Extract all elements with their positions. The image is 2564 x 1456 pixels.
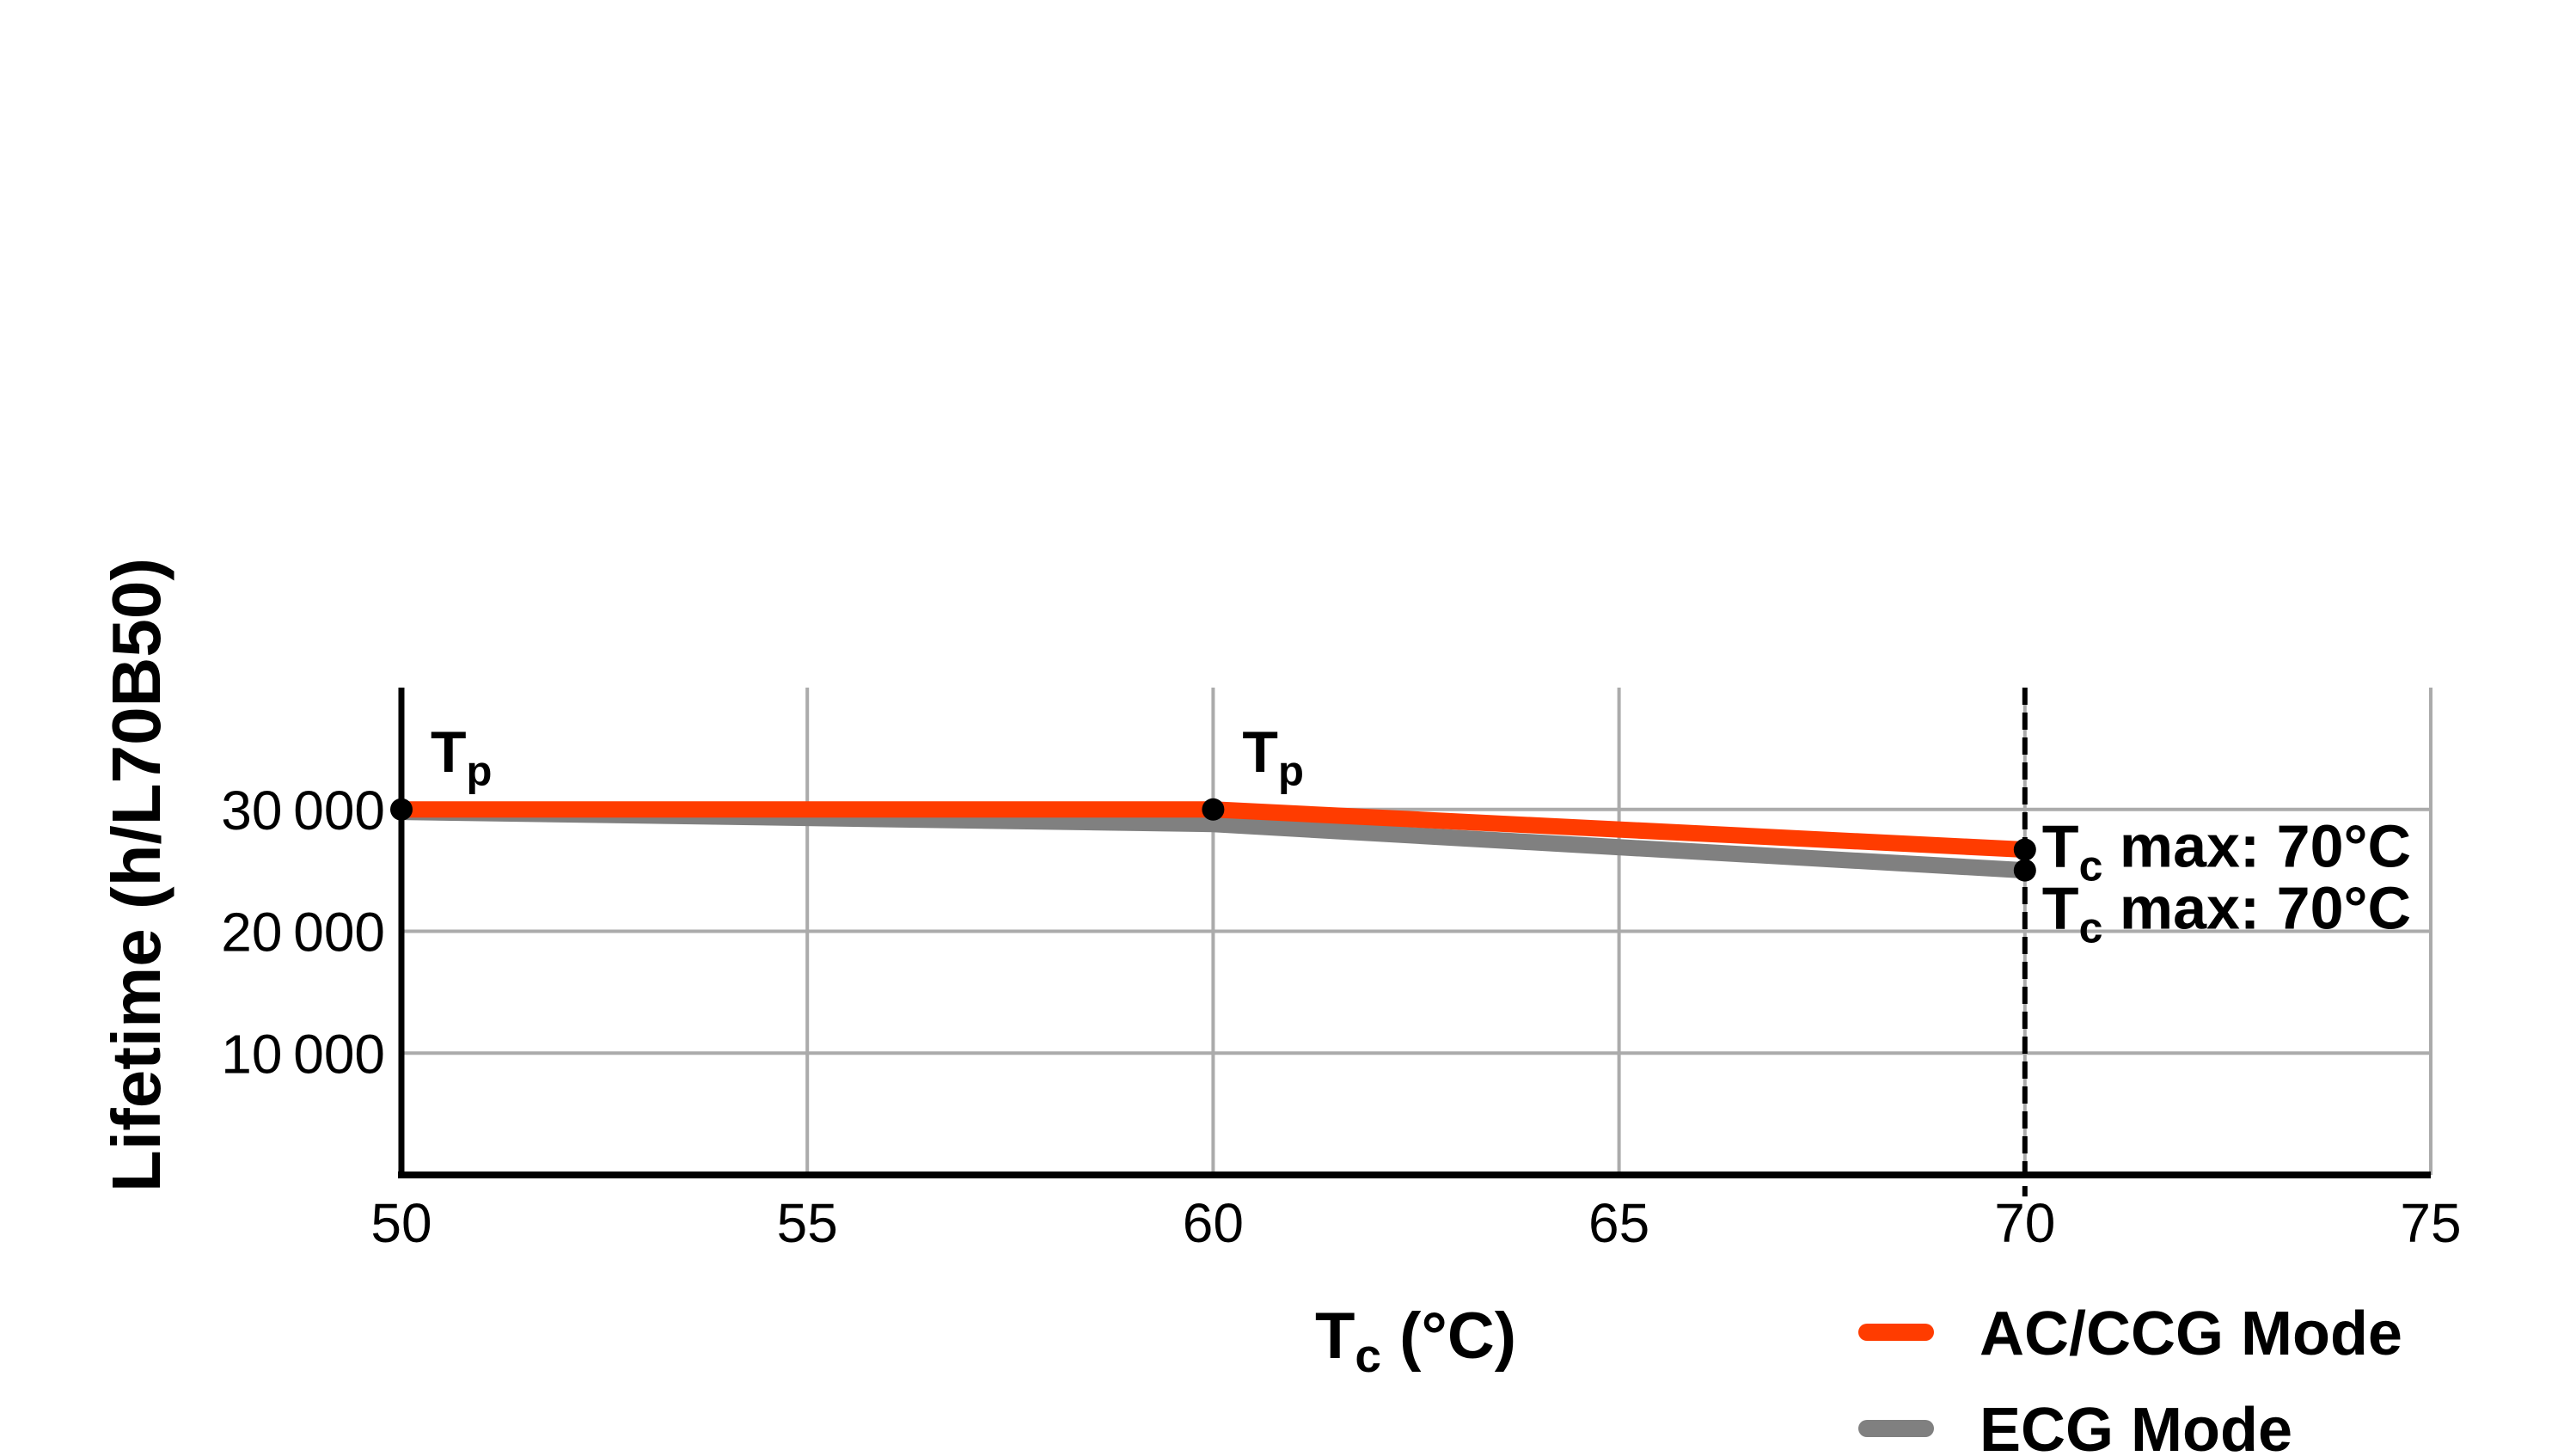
annotation: Tp <box>431 719 492 795</box>
annotation: Tp <box>1242 719 1303 795</box>
data-point-markers <box>390 798 2036 882</box>
x-tick-label: 75 <box>2400 1192 2461 1254</box>
text-run: max: 70°C <box>2102 813 2411 880</box>
y-axis-title: Lifetime (h/L70B50) <box>98 558 174 1192</box>
x-axis-title: Tc (°C) <box>1315 1300 1516 1382</box>
x-tick-label: 60 <box>1183 1192 1244 1254</box>
text-run: max: 70°C <box>2102 875 2411 942</box>
data-point-AC/CCG Mode <box>1202 798 1225 821</box>
subscript: p <box>1278 749 1304 795</box>
x-tick-label: 50 <box>370 1192 431 1254</box>
x-tick-label: 70 <box>1994 1192 2055 1254</box>
tick-labels: 50 55 60 65 70 75 10 000 20 000 30 000 <box>221 780 2461 1254</box>
subscript: c <box>2079 842 2103 890</box>
annotation: Tc max: 70°C <box>2042 875 2411 952</box>
legend: AC/CCG Mode ECG Mode <box>1858 1300 2402 1456</box>
y-tick-label: 10 000 <box>221 1023 385 1085</box>
y-tick-label: 30 000 <box>221 780 385 841</box>
data-point-ECG Mode <box>2013 859 2036 882</box>
annotation: Tc max: 70°C <box>2042 813 2411 890</box>
data-point-AC/CCG Mode <box>390 798 413 821</box>
legend-label: ECG Mode <box>1980 1396 2292 1456</box>
axis-titles: Lifetime (h/L70B50) Tc (°C) <box>98 558 1516 1382</box>
text-run: (°C) <box>1381 1300 1516 1373</box>
legend-label: AC/CCG Mode <box>1980 1300 2402 1368</box>
subscript: c <box>2079 904 2103 952</box>
data-point-AC/CCG Mode <box>2013 838 2036 861</box>
x-tick-label: 65 <box>1588 1192 1649 1254</box>
text-run: T <box>431 719 467 785</box>
subscript: p <box>467 749 493 795</box>
y-tick-label: 20 000 <box>221 902 385 964</box>
text-run: T <box>1315 1300 1355 1373</box>
text-run: T <box>2042 875 2079 942</box>
text-run: T <box>2042 813 2079 880</box>
text-run: T <box>1242 719 1278 785</box>
axes <box>398 688 2431 1178</box>
x-tick-label: 55 <box>777 1192 838 1254</box>
subscript: c <box>1355 1329 1381 1382</box>
